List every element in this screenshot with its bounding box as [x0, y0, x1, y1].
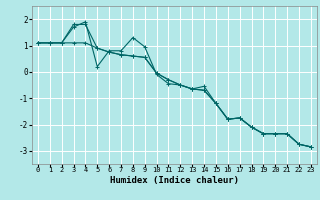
X-axis label: Humidex (Indice chaleur): Humidex (Indice chaleur) — [110, 176, 239, 185]
